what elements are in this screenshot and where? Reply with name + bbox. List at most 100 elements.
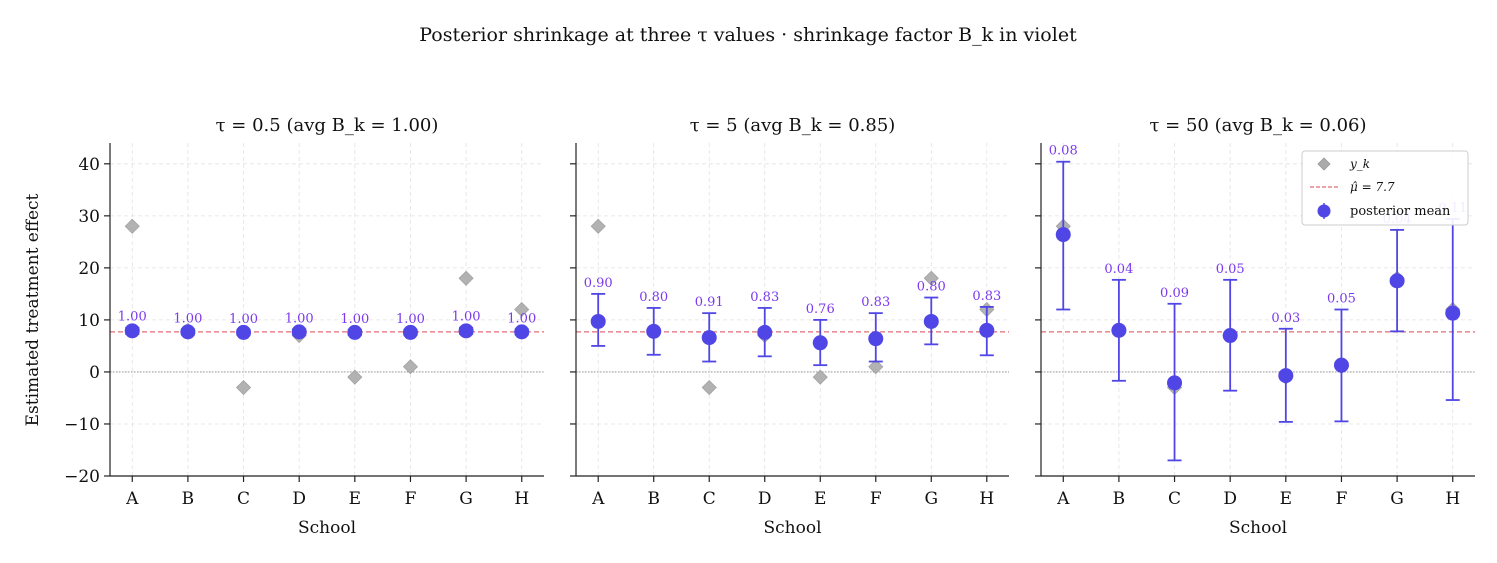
shrinkage-label: 0.91 (695, 295, 724, 310)
x-tick-label: G (924, 489, 938, 509)
y-tick-label: −10 (64, 415, 100, 435)
observed-point (514, 301, 530, 318)
chart-panels: τ = 0.5 (avg B_k = 1.00) −20 −10 0 10 20 30 40 A… (64, 115, 1475, 538)
shrinkage-label: 0.05 (1216, 262, 1245, 277)
x-tick-label: E (349, 489, 361, 509)
shrinkage-label: 0.83 (750, 290, 779, 305)
legend: y_k μ̂ = 7.7 posterior mean (1301, 150, 1469, 226)
posterior-point (180, 324, 196, 340)
posterior-point (236, 324, 252, 340)
legend-observed-marker (1317, 157, 1331, 171)
panel-title: τ = 5 (avg B_k = 0.85) (690, 115, 896, 136)
x-tick-label: F (405, 489, 417, 509)
x-tick-label: H (979, 489, 994, 509)
x-tick-label: G (1390, 489, 1404, 509)
shrinkage-label: 0.03 (1271, 311, 1300, 326)
x-axis-label: School (298, 518, 356, 538)
legend-posterior-label: posterior mean (1350, 204, 1451, 219)
observed-point (402, 359, 419, 375)
legend-observed-label: y_k (1349, 157, 1370, 171)
x-tick-label: B (1113, 489, 1126, 509)
y-tick-label: 40 (78, 155, 100, 175)
y-tick-label: 0 (89, 363, 100, 383)
shrinkage-label: 1.00 (285, 311, 314, 326)
shrinkage-label: 0.08 (1049, 144, 1078, 159)
posterior-point (458, 323, 474, 339)
posterior-point (1111, 322, 1127, 338)
x-tick-label: C (703, 489, 716, 509)
x-tick-label: C (1168, 489, 1181, 509)
posterior-point (402, 324, 418, 340)
y-axis-label: Estimated treatment effect (23, 193, 43, 426)
x-tick-label: E (814, 489, 826, 509)
posterior-point (1333, 357, 1349, 373)
x-tick-label: H (514, 489, 529, 509)
x-tick-label: D (758, 489, 772, 509)
shrinkage-label: 1.00 (229, 312, 258, 327)
x-tick-label: B (182, 489, 195, 509)
posterior-point (1389, 273, 1405, 289)
posterior-point (812, 335, 828, 351)
shrinkage-label: 0.90 (584, 276, 613, 291)
posterior-point (1055, 227, 1071, 243)
x-tick-label: A (1056, 489, 1070, 509)
y-tick-label: 30 (78, 207, 100, 227)
shrinkage-label: 1.00 (340, 312, 369, 327)
posterior-point (757, 324, 773, 340)
observed-point (701, 379, 717, 396)
x-tick-label: F (870, 489, 882, 509)
x-tick-label: D (292, 489, 306, 509)
legend-posterior-marker (1317, 204, 1331, 218)
shrinkage-label: 0.80 (917, 280, 946, 295)
posterior-point (868, 331, 884, 347)
observed-point (812, 369, 828, 385)
shrinkage-label: 0.76 (806, 302, 835, 317)
x-tick-label: G (459, 489, 473, 509)
observed-point (923, 270, 939, 286)
shrinkage-label: 0.83 (861, 295, 890, 310)
x-tick-label: F (1336, 489, 1348, 509)
panel-2: τ = 5 (avg B_k = 0.85) A B C D E F G H School 0.90… (570, 115, 1009, 538)
observed-point (235, 379, 252, 396)
x-tick-label: B (647, 489, 660, 509)
panel-title: τ = 0.5 (avg B_k = 1.00) (216, 115, 439, 136)
posterior-point (590, 313, 606, 329)
posterior-point (124, 323, 140, 339)
posterior-point (347, 324, 363, 340)
panel-3: τ = 50 (avg B_k = 0.06) A B C D E F G H School 0.0… (1035, 115, 1475, 538)
shrinkage-label: 0.04 (1104, 262, 1133, 277)
posterior-point (701, 330, 717, 346)
x-tick-label: E (1280, 489, 1292, 509)
observed-point (868, 359, 884, 375)
shrinkage-label: 0.09 (1160, 286, 1189, 301)
x-axis-label: School (763, 518, 821, 538)
posterior-point (1167, 375, 1183, 391)
x-tick-label: D (1223, 489, 1237, 509)
legend-mu-label: μ̂ = 7.7 (1350, 180, 1395, 194)
panel-1: τ = 0.5 (avg B_k = 1.00) −20 −10 0 10 20 30 40 A… (64, 115, 544, 538)
shrinkage-label: 0.05 (1327, 292, 1356, 307)
y-tick-label: 10 (78, 311, 100, 331)
posterior-point (291, 324, 307, 340)
shrinkage-label: 0.80 (639, 290, 668, 305)
x-tick-label: H (1445, 489, 1460, 509)
observed-point (124, 218, 140, 234)
panel-title: τ = 50 (avg B_k = 0.06) (1149, 115, 1366, 136)
observed-point (347, 369, 363, 385)
x-axis-label: School (1229, 518, 1287, 538)
x-tick-label: C (237, 489, 250, 509)
figure-title: Posterior shrinkage at three τ values · … (419, 24, 1077, 46)
y-tick-label: −20 (64, 467, 100, 487)
shrinkage-label: 1.00 (173, 311, 202, 326)
legend-frame (1301, 150, 1469, 226)
x-tick-label: A (125, 489, 139, 509)
posterior-point (923, 313, 939, 329)
y-tick-label: 20 (78, 259, 100, 279)
observed-point (458, 270, 474, 286)
shrinkage-label: 1.00 (396, 312, 425, 327)
posterior-point (1222, 328, 1238, 344)
shrinkage-label: 1.00 (507, 311, 536, 326)
shrinkage-label: 0.83 (972, 289, 1001, 304)
x-tick-label: A (591, 489, 605, 509)
